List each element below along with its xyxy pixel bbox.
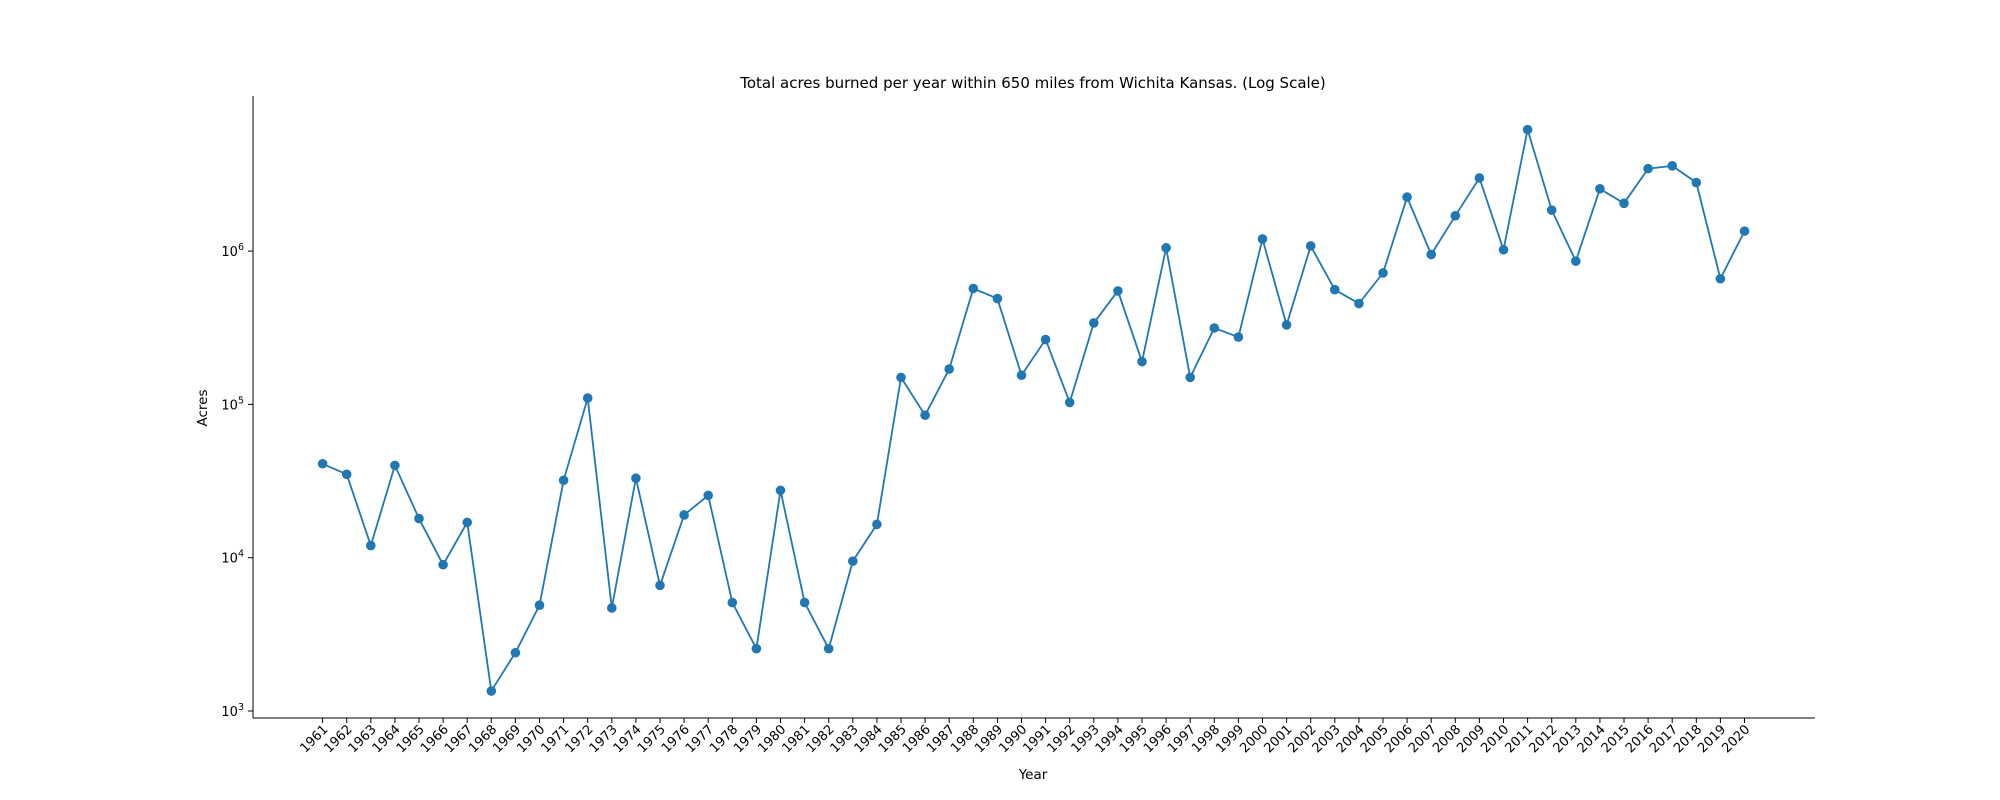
- data-point: [1667, 161, 1677, 171]
- y-tick-label: 104: [221, 549, 244, 567]
- data-point: [655, 580, 665, 591]
- y-tick-label: 103: [221, 702, 244, 720]
- data-point: [1281, 320, 1292, 330]
- data-point: [462, 517, 473, 528]
- data-point: [1016, 370, 1027, 381]
- data-point: [1354, 298, 1364, 309]
- data-point: [872, 519, 882, 530]
- data-point: [703, 490, 713, 501]
- y-axis-ticks: 103 104 105 106: [221, 242, 253, 720]
- data-point: [896, 372, 906, 383]
- data-point: [510, 647, 521, 658]
- data-point: [944, 364, 954, 374]
- data-point: [1137, 356, 1147, 367]
- y-tick-label: 106: [221, 242, 244, 260]
- data-point: [438, 559, 448, 570]
- y-tick-label: 105: [221, 395, 244, 413]
- x-tick-label: 2020: [1719, 722, 1753, 756]
- data-point: [1739, 226, 1750, 236]
- data-point: [799, 597, 810, 608]
- data-point: [1402, 192, 1412, 202]
- data-point: [1089, 318, 1099, 328]
- data-point: [558, 475, 569, 486]
- series-line: [322, 129, 1746, 694]
- data-point: [968, 283, 979, 294]
- axes-spines: [252, 96, 1815, 719]
- data-point: [1643, 163, 1653, 174]
- data-point: [1064, 397, 1075, 408]
- data-point: [486, 686, 497, 696]
- data-point: [848, 556, 858, 566]
- chart-title: Total acres burned per year within 650 m…: [739, 74, 1326, 92]
- data-point: [1113, 286, 1123, 296]
- data-point: [775, 485, 786, 496]
- series-acres-burned: [317, 124, 1750, 696]
- x-axis-label: Year: [1018, 767, 1048, 783]
- y-axis-label: Acres: [195, 389, 211, 426]
- data-point: [607, 603, 617, 613]
- data-point: [631, 473, 641, 484]
- data-point: [1522, 124, 1533, 135]
- data-point: [1498, 244, 1509, 255]
- data-point: [1474, 173, 1485, 183]
- data-point: [1426, 249, 1436, 260]
- data-point: [1257, 234, 1268, 244]
- data-point: [1040, 334, 1051, 345]
- data-point: [341, 469, 352, 480]
- data-point: [1546, 205, 1557, 215]
- data-point: [1619, 198, 1629, 209]
- data-point: [1450, 210, 1461, 221]
- data-point: [390, 460, 400, 471]
- data-point: [1378, 268, 1388, 278]
- data-point: [1305, 241, 1316, 251]
- data-point: [992, 293, 1003, 304]
- data-point: [534, 600, 545, 610]
- data-point: [366, 540, 376, 551]
- data-point: [751, 643, 762, 654]
- data-point: [727, 597, 738, 608]
- data-point: [1691, 177, 1702, 188]
- data-point: [1330, 284, 1340, 295]
- data-point: [920, 410, 930, 421]
- data-point: [582, 393, 593, 403]
- data-point: [1571, 256, 1581, 266]
- data-point: [414, 513, 424, 524]
- x-axis-ticks: 1961196219631964196519661967196819691970…: [297, 718, 1753, 756]
- data-point: [823, 643, 834, 654]
- data-point: [1595, 183, 1605, 194]
- data-point: [1233, 332, 1244, 342]
- data-point: [1715, 273, 1726, 284]
- data-point: [1185, 372, 1195, 383]
- data-point: [679, 510, 689, 520]
- data-point: [317, 458, 328, 469]
- data-point: [1161, 243, 1171, 253]
- data-point: [1209, 323, 1220, 333]
